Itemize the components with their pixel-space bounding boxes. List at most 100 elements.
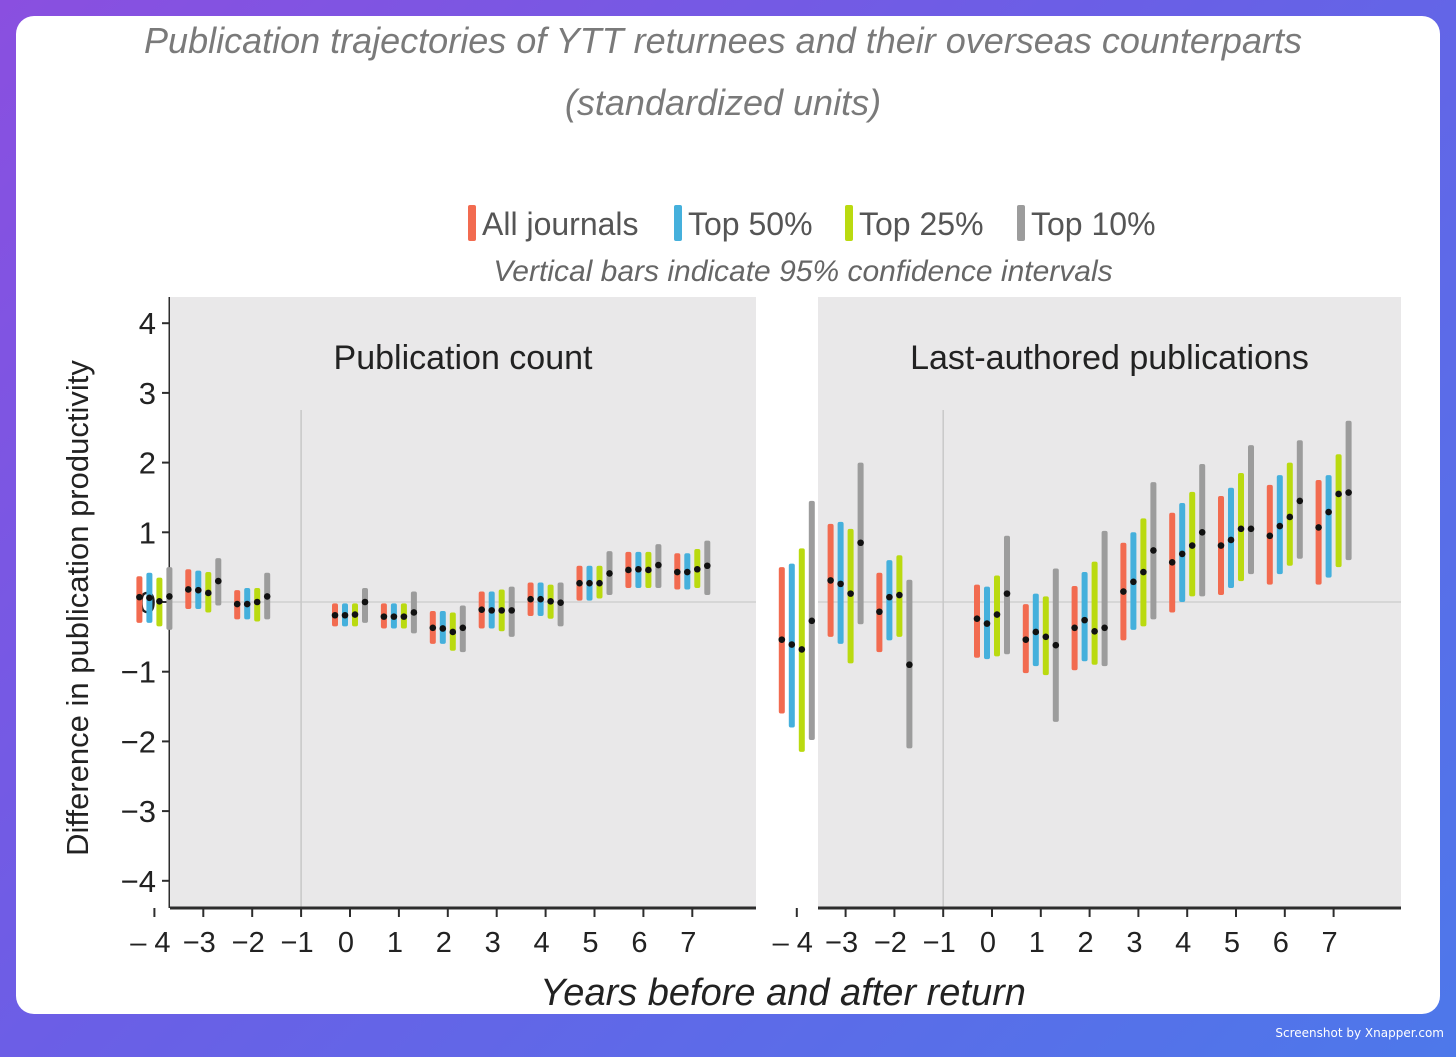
point-estimate-top-50 [635, 565, 642, 573]
y-tick-label: −1 [121, 655, 156, 690]
point-estimate-top-10 [166, 593, 173, 600]
point-estimate-top-25 [156, 598, 163, 605]
point-estimate-top-25 [1091, 627, 1098, 635]
point-estimate-top-10 [1198, 529, 1206, 536]
legend-label: All journals [482, 206, 639, 242]
y-tick-label: 4 [139, 306, 156, 341]
point-estimate-all-journals [1071, 624, 1078, 632]
legend-swatch [674, 205, 682, 241]
ci-bar-top-25 [1335, 454, 1342, 568]
point-estimate-top-10 [906, 661, 913, 669]
point-estimate-top-10 [1345, 489, 1352, 496]
point-estimate-top-25 [205, 589, 212, 597]
point-estimate-top-25 [1042, 633, 1050, 641]
chart-title-line-2: (standardized units) [565, 82, 881, 123]
panel-title: Publication count [334, 339, 594, 377]
point-estimate-top-10 [410, 609, 418, 616]
point-estimate-top-50 [1130, 578, 1137, 586]
point-estimate-top-50 [390, 613, 398, 620]
point-estimate-top-25 [1237, 525, 1245, 533]
point-estimate-all-journals [1022, 636, 1030, 643]
point-estimate-top-10 [1101, 624, 1108, 632]
point-estimate-all-journals [527, 595, 534, 603]
point-estimate-all-journals [625, 566, 632, 574]
legend-swatch [845, 205, 853, 241]
point-estimate-top-10 [1247, 525, 1255, 533]
point-estimate-top-50 [1325, 508, 1332, 516]
point-estimate-top-25 [1188, 542, 1196, 549]
point-estimate-top-25 [645, 566, 652, 574]
point-estimate-top-50 [788, 641, 796, 648]
point-estimate-top-50 [1276, 522, 1284, 530]
ci-note: Vertical bars indicate 95% confidence in… [493, 255, 1112, 288]
point-estimate-all-journals [478, 606, 486, 613]
point-estimate-top-50 [886, 593, 893, 601]
point-estimate-top-10 [1296, 497, 1304, 505]
point-estimate-all-journals [185, 586, 192, 593]
point-estimate-all-journals [778, 636, 786, 643]
x-tick-label: 6 [1273, 927, 1289, 959]
y-tick-label: 2 [139, 446, 156, 481]
y-tick-label: 1 [139, 515, 156, 550]
x-tick-label: – 4 [130, 927, 170, 959]
point-estimate-all-journals [827, 577, 834, 584]
y-axis-title: Difference in publication productivity [60, 360, 95, 856]
point-estimate-top-50 [1081, 616, 1088, 624]
point-estimate-top-10 [1150, 547, 1157, 554]
watermark: Screenshot by Xnapper.com [1275, 1026, 1444, 1040]
ci-bar-top-10 [1248, 445, 1254, 575]
point-estimate-top-10 [857, 539, 864, 547]
point-estimate-top-50 [195, 586, 202, 594]
point-estimate-all-journals [1168, 558, 1176, 566]
legend: All journals Top 50% Top 25% Top 10% [468, 205, 1156, 242]
x-tick-label: 5 [1224, 927, 1240, 959]
chart: Publication trajectories of YTT returnee… [60, 20, 1401, 1014]
point-estimate-top-50 [1032, 628, 1040, 636]
ci-bar-top-10 [362, 588, 368, 623]
y-tick-label: −2 [121, 724, 156, 759]
point-estimate-top-50 [488, 607, 496, 614]
point-estimate-all-journals [1120, 588, 1127, 595]
screenshot-card: Publication trajectories of YTT returnee… [16, 16, 1440, 1014]
legend-item-top-10: Top 10% [1017, 205, 1156, 242]
x-tick-label: – 4 [773, 927, 813, 959]
legend-item-all-journals: All journals [468, 205, 639, 242]
point-estimate-top-10 [215, 577, 222, 585]
x-tick-label: −2 [232, 927, 265, 959]
legend-label: Top 25% [859, 206, 984, 242]
point-estimate-top-10 [508, 607, 515, 614]
point-estimate-top-50 [439, 625, 447, 632]
ci-bar-top-50 [1081, 572, 1088, 662]
point-estimate-top-50 [837, 580, 844, 588]
point-estimate-top-10 [808, 617, 816, 625]
x-tick-label: 6 [631, 927, 647, 959]
x-tick-label: −3 [183, 927, 216, 959]
point-estimate-top-25 [498, 607, 506, 614]
point-estimate-top-25 [694, 565, 701, 573]
point-estimate-top-50 [586, 579, 593, 587]
x-tick-label: 3 [485, 927, 501, 959]
x-tick-label: 0 [338, 927, 354, 959]
point-estimate-top-25 [896, 591, 903, 599]
x-tick-label: 1 [387, 927, 403, 959]
y-tick-label: −4 [121, 864, 156, 899]
point-estimate-top-10 [557, 599, 564, 606]
point-estimate-top-10 [361, 598, 369, 606]
ci-bar-all-journals [1315, 480, 1322, 585]
x-tick-label: 0 [980, 927, 996, 959]
point-estimate-top-50 [684, 568, 691, 576]
point-estimate-top-25 [449, 628, 457, 636]
point-estimate-all-journals [1217, 542, 1225, 549]
ci-bar-top-10 [1101, 530, 1108, 667]
chart-title-line-1: Publication trajectories of YTT returnee… [144, 20, 1302, 61]
point-estimate-top-50 [341, 611, 349, 619]
point-estimate-top-50 [537, 595, 544, 603]
point-estimate-top-25 [253, 598, 261, 606]
x-tick-label: 1 [1029, 927, 1045, 959]
y-axis: 43210−1−2−3−4 [121, 297, 172, 908]
point-estimate-top-25 [798, 646, 806, 653]
point-estimate-all-journals [973, 615, 981, 623]
legend-item-top-50: Top 50% [674, 205, 813, 242]
point-estimate-top-25 [596, 579, 603, 587]
y-tick-label: 3 [139, 376, 156, 411]
